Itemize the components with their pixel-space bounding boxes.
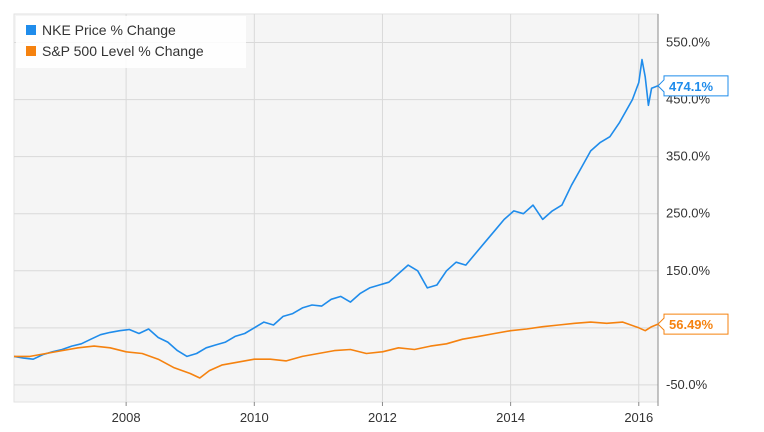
x-tick-label: 2016 [624, 410, 653, 425]
y-tick-label: 150.0% [666, 263, 711, 278]
x-tick-label: 2012 [368, 410, 397, 425]
y-tick-label: 550.0% [666, 35, 711, 50]
series-line-nke [13, 58, 659, 361]
y-tick-label: 350.0% [666, 149, 711, 164]
x-tick-label: 2010 [240, 410, 269, 425]
x-tick-label: 2008 [112, 410, 141, 425]
series-lines [13, 58, 659, 379]
y-tick-label: 250.0% [666, 206, 711, 221]
legend: NKE Price % Change S&P 500 Level % Chang… [16, 16, 246, 68]
plot-area [13, 13, 659, 403]
y-tick-label: -50.0% [666, 377, 708, 392]
legend-swatch-nke [26, 25, 36, 35]
series-line-sp500 [14, 321, 659, 379]
end-label-sp500: 56.49% [657, 313, 729, 335]
end-value-labels: 474.1% 56.49% [657, 75, 729, 335]
svg-text:474.1%: 474.1% [669, 79, 714, 94]
legend-label-nke: NKE Price % Change [42, 22, 176, 38]
legend-background [16, 16, 246, 68]
legend-label-sp500: S&P 500 Level % Change [42, 43, 204, 59]
svg-text:56.49%: 56.49% [669, 317, 714, 332]
x-tick-label: 2014 [496, 410, 525, 425]
end-label-nke: 474.1% [657, 75, 729, 97]
legend-swatch-sp500 [26, 46, 36, 56]
